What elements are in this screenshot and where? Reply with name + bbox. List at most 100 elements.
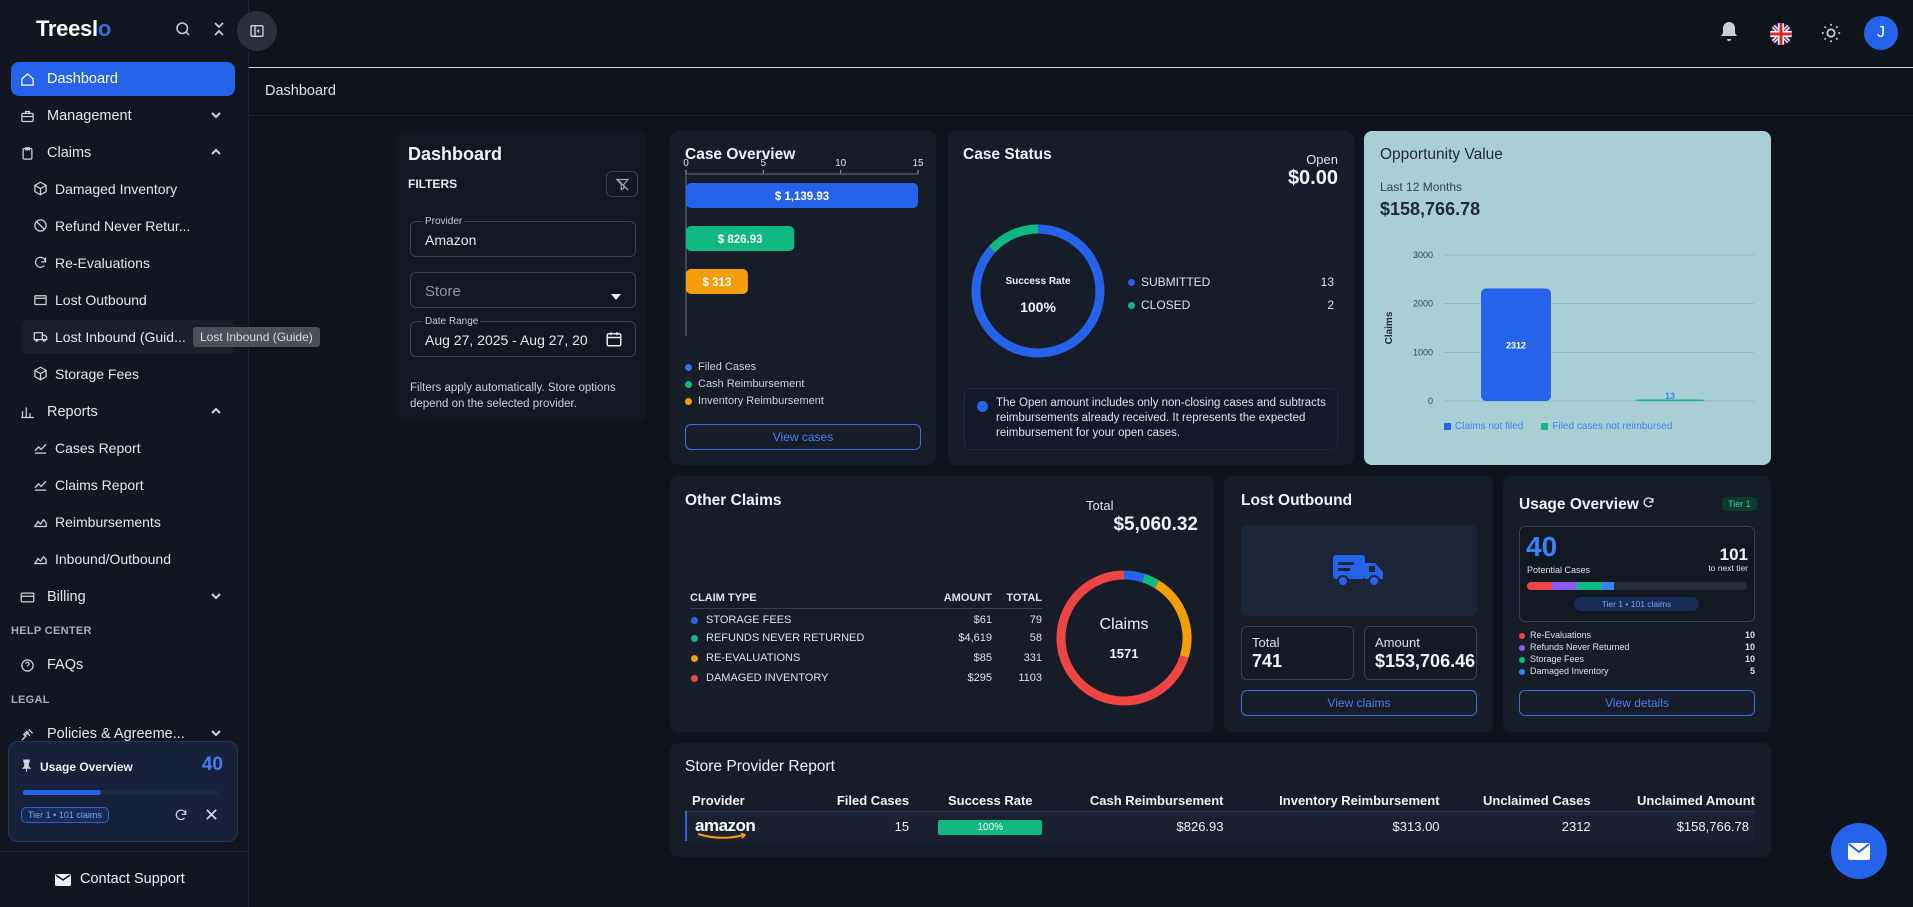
sidebar-item-claims[interactable]: Claims	[11, 136, 235, 170]
section-help-center: HELP CENTER	[11, 625, 92, 637]
usage-card-progress-fill	[23, 790, 102, 795]
store-placeholder: Store	[425, 283, 461, 300]
sidebar-subitem-lost-outbound[interactable]: Lost Outbound	[34, 292, 147, 308]
sidebar-subitem-label: Lost Inbound (Guid...	[55, 329, 186, 345]
contact-support-button[interactable]: Contact Support	[80, 871, 185, 887]
collapse-arrows-icon[interactable]	[208, 18, 230, 40]
provider-label: Provider	[423, 216, 465, 227]
sidebar-subitem-label: Re-Evaluations	[55, 255, 150, 271]
help-circle-icon	[19, 657, 35, 673]
filter-off-icon	[614, 177, 630, 191]
briefcase-icon	[19, 108, 35, 124]
view-claims-button[interactable]: View claims	[1241, 690, 1477, 716]
opportunity-legend: Claims not filed Filed cases not reimbur…	[1444, 421, 1672, 432]
lost-outbound-total-box: Total 741	[1241, 626, 1354, 680]
sun-icon[interactable]	[1820, 22, 1842, 47]
search-icon[interactable]	[172, 18, 194, 40]
axis-title: Claims	[1384, 311, 1395, 344]
column-header: Cash Reimbursement	[1089, 793, 1224, 809]
sidebar-toggle-button[interactable]	[237, 11, 277, 51]
area-chart-icon	[33, 551, 49, 567]
table-row: STORAGE FEES $61 79	[690, 608, 1042, 628]
sidebar-subitem-re-evaluations[interactable]: Re-Evaluations	[34, 255, 150, 271]
legend-item: Filed cases not reimbursed	[1541, 421, 1672, 432]
amazon-logo: amazon	[695, 816, 756, 839]
sidebar-subitem-refund-never-returned[interactable]: Refund Never Retur...	[34, 218, 191, 234]
bell-icon[interactable]	[1719, 21, 1739, 46]
column-header: TOTAL	[1006, 591, 1042, 604]
sidebar-item-faqs[interactable]: FAQs	[11, 648, 235, 682]
close-icon[interactable]	[205, 808, 218, 824]
sidebar-item-reports[interactable]: Reports	[11, 395, 235, 429]
view-details-button[interactable]: View details	[1519, 690, 1755, 716]
sidebar-subitem-lost-inbound[interactable]: Lost Inbound (Guid...	[33, 329, 186, 345]
sidebar-subitem-storage-fees[interactable]: Storage Fees	[34, 366, 139, 382]
sidebar-item-dashboard[interactable]: Dashboard	[11, 62, 235, 96]
sidebar-item-label: Billing	[47, 589, 86, 605]
bar-data-label: 2312	[1506, 341, 1526, 351]
credit-card-icon	[19, 589, 35, 605]
flag-uk-icon[interactable]	[1770, 23, 1792, 45]
other-claims-total-value: $5,060.32	[1113, 514, 1198, 535]
bar-data-label: 13	[1665, 391, 1675, 401]
refresh-icon[interactable]	[1642, 496, 1655, 512]
caret-down-icon	[611, 288, 621, 303]
usage-progress-segment	[1551, 582, 1577, 590]
sidebar-subitem-label: Inbound/Outbound	[55, 551, 171, 567]
calendar-icon[interactable]	[605, 330, 623, 351]
legend-label: Filed Cases	[698, 361, 757, 373]
refresh-icon[interactable]	[174, 808, 188, 825]
table-row[interactable]: amazon 15 100% $826.93 $313.00 2312 $158…	[686, 811, 1755, 841]
store-report-table: Provider Filed Cases Success Rate Cash R…	[685, 791, 1755, 841]
opportunity-title: Opportunity Value	[1380, 146, 1503, 163]
claim-total: 331	[1023, 652, 1042, 664]
donut-slice	[1056, 570, 1189, 706]
sidebar-item-billing[interactable]: Billing	[11, 580, 235, 614]
bar	[1635, 399, 1705, 401]
provider-select[interactable]: Provider Amazon	[410, 216, 636, 257]
donut-slice	[988, 224, 1039, 253]
amazon-smile-icon	[697, 833, 747, 839]
sidebar-item-management[interactable]: Management	[11, 99, 235, 133]
date-range-field[interactable]: Date Range Aug 27, 2025 - Aug 27, 20	[410, 316, 636, 357]
sidebar-item-policies[interactable]: Policies & Agreeme...	[11, 717, 235, 751]
store-select[interactable]: Store	[410, 272, 636, 308]
sidebar: Treeslo Dashboard Management Claims Dama…	[0, 0, 249, 907]
view-cases-button[interactable]: View cases	[685, 424, 921, 450]
table-row: DAMAGED INVENTORY $295 1103	[690, 668, 1042, 688]
opportunity-card: Opportunity Value Last 12 Months $158,76…	[1364, 131, 1771, 465]
sidebar-subitem-cases-report[interactable]: Cases Report	[34, 440, 141, 456]
status-row: SUBMITTED 13	[1128, 275, 1334, 289]
app-logo[interactable]: Treeslo	[36, 16, 111, 41]
sidebar-subitem-inbound-outbound[interactable]: Inbound/Outbound	[33, 551, 171, 567]
section-legal: LEGAL	[11, 694, 50, 706]
claim-amount: $61	[973, 614, 992, 627]
legend-label: Claims not filed	[1455, 421, 1524, 432]
other-claims-title: Other Claims	[685, 492, 782, 509]
breakdown-row: Storage Fees 10	[1519, 654, 1755, 666]
clear-filters-button[interactable]	[606, 171, 638, 197]
next-tier-label: to next tier	[1708, 563, 1748, 573]
claim-amount: $4,619	[958, 632, 992, 644]
sidebar-subitem-claims-report[interactable]: Claims Report	[34, 477, 144, 493]
tooltip: Lost Inbound (Guide)	[193, 327, 320, 347]
row-swatch	[691, 654, 698, 662]
panel-left-icon	[250, 25, 264, 37]
bar	[686, 183, 918, 208]
sidebar-subitem-reimbursements[interactable]: Reimbursements	[33, 514, 161, 530]
table-header: Provider Filed Cases Success Rate Cash R…	[686, 791, 1755, 811]
sidebar-subitem-label: Damaged Inventory	[55, 181, 178, 197]
sidebar-item-label: Dashboard	[47, 71, 118, 87]
usage-overview-card: Usage Overview Tier 1 40 Potential Cases…	[1503, 476, 1771, 732]
sidebar-subitem-damaged-inventory[interactable]: Damaged Inventory	[34, 181, 178, 197]
row-swatch	[691, 634, 698, 642]
claim-type: REFUNDS NEVER RETURNED	[706, 632, 865, 644]
breakdown-row: Damaged Inventory 5	[1519, 666, 1755, 678]
provider-value: Amazon	[425, 232, 477, 248]
pin-icon[interactable]	[21, 759, 32, 775]
sidebar-subitem-label: Refund Never Retur...	[55, 218, 191, 234]
chat-support-button[interactable]	[1831, 823, 1887, 879]
table-row: REFUNDS NEVER RETURNED $4,619 58	[690, 628, 1042, 648]
claim-amount: $85	[973, 652, 992, 664]
user-avatar[interactable]: J	[1864, 16, 1898, 50]
